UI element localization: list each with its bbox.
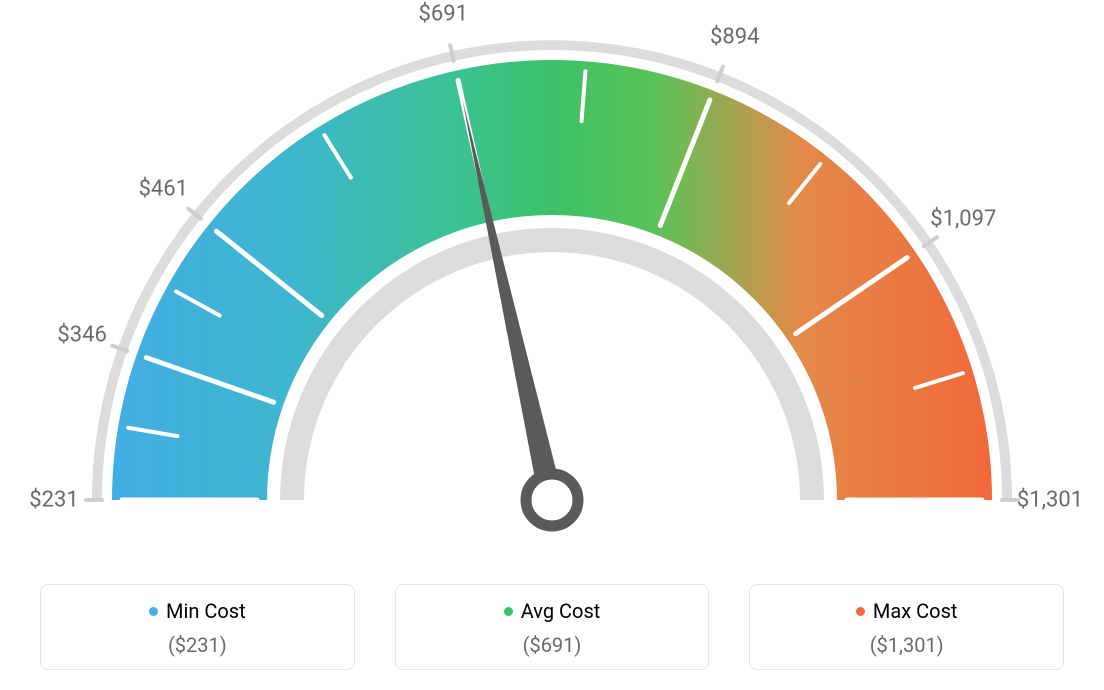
gauge-tick-label: $1,097 xyxy=(930,207,996,232)
legend-dot-avg xyxy=(504,607,513,616)
gauge-tick-label: $461 xyxy=(139,176,188,201)
legend-label-max: Max Cost xyxy=(873,599,958,623)
legend-title-max: Max Cost xyxy=(856,599,958,623)
legend-dot-min xyxy=(149,607,158,616)
legend-row: Min Cost ($231) Avg Cost ($691) Max Cost… xyxy=(0,584,1104,670)
legend-card-min: Min Cost ($231) xyxy=(40,584,355,670)
gauge-chart xyxy=(0,0,1104,560)
gauge-area: $231 $346 $461 $691 $894 $1,097 $1,301 xyxy=(0,0,1104,560)
legend-value-max: ($1,301) xyxy=(760,633,1053,657)
gauge-tick-label: $1,301 xyxy=(1017,488,1083,513)
legend-title-min: Min Cost xyxy=(149,599,246,623)
gauge-tick-label: $231 xyxy=(29,488,78,513)
legend-dot-max xyxy=(856,607,865,616)
gauge-tick-label: $346 xyxy=(57,323,106,348)
legend-value-avg: ($691) xyxy=(406,633,699,657)
legend-label-avg: Avg Cost xyxy=(521,599,601,623)
legend-label-min: Min Cost xyxy=(166,599,246,623)
legend-title-avg: Avg Cost xyxy=(504,599,601,623)
legend-card-avg: Avg Cost ($691) xyxy=(395,584,710,670)
chart-container: $231 $346 $461 $691 $894 $1,097 $1,301 Min Cos… xyxy=(0,0,1104,690)
legend-card-max: Max Cost ($1,301) xyxy=(749,584,1064,670)
gauge-tick-label: $691 xyxy=(418,2,467,27)
legend-value-min: ($231) xyxy=(51,633,344,657)
gauge-tick-label: $894 xyxy=(710,24,759,49)
